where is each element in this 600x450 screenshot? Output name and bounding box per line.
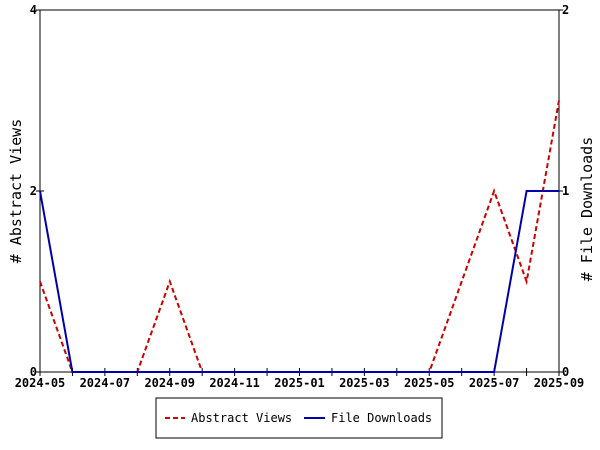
series-line-file-downloads [39, 190, 559, 373]
plot-area [39, 9, 560, 373]
x-tick-label: 2024-07 [80, 376, 131, 390]
right-axis-title: # File Downloads [578, 137, 596, 282]
left-y-tick-label: 0 [30, 365, 37, 379]
x-tick-label: 2024-05 [15, 376, 66, 390]
legend-label-abstract-views: Abstract Views [191, 411, 292, 425]
left-axis-title: # Abstract Views [7, 119, 25, 264]
x-tick-label: 2025-09 [534, 376, 585, 390]
x-tick-label: 2024-11 [209, 376, 260, 390]
x-tick-label: 2025-03 [339, 376, 390, 390]
right-y-tick-label: 0 [562, 365, 569, 379]
x-tick-label: 2025-05 [404, 376, 455, 390]
x-tick-label: 2024-09 [144, 376, 195, 390]
left-y-tick-label: 4 [30, 3, 37, 17]
legend-label-file-downloads: File Downloads [331, 411, 432, 425]
x-tick-label: 2025-01 [274, 376, 325, 390]
x-tick-label: 2025-07 [469, 376, 520, 390]
x-axis-tick-labels: 2024-05 2024-07 2024-09 2024-11 2025-01 2025-… [15, 376, 585, 390]
legend: Abstract Views File Downloads [155, 397, 443, 439]
series-lines [39, 100, 560, 373]
legend-box [155, 397, 443, 439]
right-y-tick-label: 2 [562, 3, 569, 17]
right-y-tick-label: 1 [562, 184, 569, 198]
left-y-tick-label: 2 [30, 184, 37, 198]
